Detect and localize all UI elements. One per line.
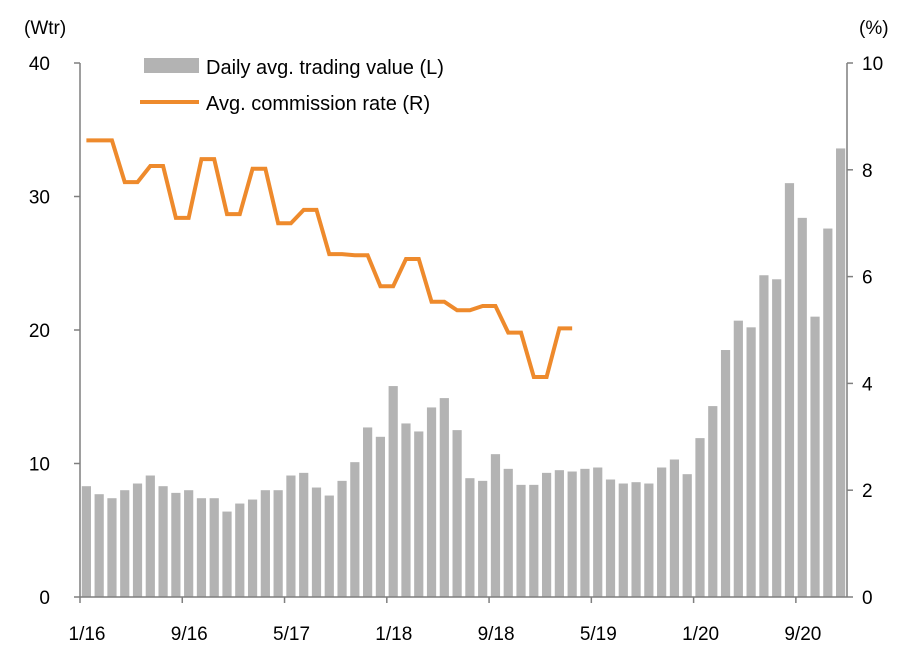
bar [107, 498, 117, 597]
bar [631, 482, 641, 597]
x-axis-ticks: 1/16 9/16 5/17 1/18 9/18 5/19 1/20 9/20 [69, 597, 821, 645]
bar [720, 350, 731, 597]
bar [439, 398, 449, 597]
left-tick-label: 40 [29, 54, 50, 75]
left-tick-label: 10 [29, 455, 50, 476]
bar [478, 480, 488, 597]
bar [772, 279, 782, 597]
right-tick-label: 8 [862, 161, 873, 182]
bar [567, 471, 577, 597]
bar [618, 483, 628, 597]
bar [490, 454, 501, 597]
left-axis-unit: (Wtr) [24, 18, 66, 39]
bar [324, 495, 334, 597]
bar [350, 462, 360, 597]
bar [235, 503, 245, 597]
bar [363, 427, 373, 597]
bar [529, 484, 539, 597]
x-tick-label: 1/16 [69, 624, 106, 645]
legend-bar-label: Daily avg. trading value (L) [206, 57, 444, 79]
legend: Daily avg. trading value (L) Avg. commis… [140, 57, 444, 115]
bar [311, 487, 322, 597]
bar [682, 474, 692, 597]
bar [605, 479, 616, 597]
left-tick-label: 20 [29, 321, 50, 342]
bar [171, 492, 181, 597]
bar [401, 423, 411, 597]
right-axis-ticks: 0 2 4 6 8 10 [847, 54, 883, 609]
bar [733, 320, 743, 597]
right-tick-label: 10 [862, 54, 883, 75]
bar [669, 459, 680, 597]
right-tick-label: 6 [862, 268, 873, 289]
bar [644, 483, 654, 597]
left-tick-label: 0 [39, 588, 50, 609]
bar [158, 486, 168, 597]
bar [746, 327, 756, 597]
bar [516, 484, 526, 597]
bar [695, 438, 705, 597]
bar [81, 486, 91, 597]
x-tick-label: 5/19 [580, 624, 617, 645]
bar [222, 511, 232, 597]
bar [388, 386, 398, 597]
x-tick-label: 9/16 [171, 624, 208, 645]
right-tick-label: 2 [862, 481, 873, 502]
bar [810, 316, 820, 597]
bar [414, 431, 424, 597]
bar [593, 467, 603, 597]
bar [120, 490, 130, 597]
bar [299, 472, 309, 597]
right-tick-label: 0 [862, 588, 873, 609]
bar [337, 480, 347, 597]
bar [708, 406, 718, 597]
left-axis-ticks: 0 10 20 30 40 [29, 54, 80, 609]
bar [426, 407, 437, 597]
bar [759, 275, 769, 597]
commission-rate-line [86, 138, 573, 379]
bar [452, 430, 462, 598]
x-tick-label: 9/20 [784, 624, 821, 645]
left-tick-label: 30 [29, 188, 50, 209]
bar [145, 475, 155, 597]
bar [209, 498, 219, 597]
bar [247, 499, 258, 597]
bar [541, 472, 552, 597]
bar [580, 468, 590, 597]
bar [465, 478, 475, 597]
bar [94, 494, 104, 597]
bar [260, 490, 270, 597]
bar-series [81, 148, 846, 598]
x-tick-label: 5/17 [273, 624, 310, 645]
bar [784, 183, 795, 597]
x-tick-label: 1/18 [375, 624, 412, 645]
right-axis-unit: (%) [859, 18, 889, 39]
legend-line-label: Avg. commission rate (R) [206, 93, 430, 115]
bar [503, 468, 513, 597]
bar [823, 228, 833, 598]
legend-bar-swatch [144, 58, 199, 73]
bar [196, 498, 207, 597]
bar [836, 148, 846, 597]
bar [132, 483, 143, 597]
x-tick-label: 9/18 [478, 624, 515, 645]
bar [375, 436, 386, 597]
right-tick-label: 4 [862, 374, 873, 395]
x-tick-label: 1/20 [682, 624, 719, 645]
bar [657, 467, 667, 597]
bar [286, 475, 296, 597]
bar [273, 490, 283, 597]
bar [797, 217, 807, 598]
bar [554, 470, 564, 597]
bar [184, 490, 194, 597]
